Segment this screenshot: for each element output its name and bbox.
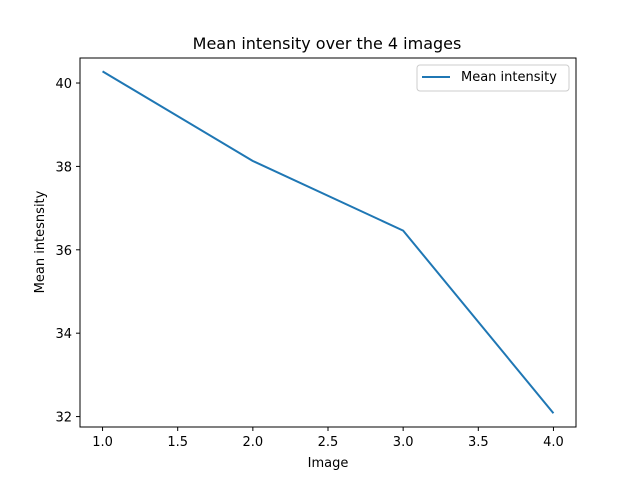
y-axis-ticks: 32 34 36 38 40 [55, 77, 80, 426]
plot-area [80, 58, 576, 427]
legend-label-mean-intensity: Mean intensity [461, 70, 557, 85]
legend: Mean intensity [416, 64, 570, 92]
x-tick-label: 2.0 [243, 435, 264, 450]
plot-frame [79, 57, 577, 428]
y-tick-label: 32 [55, 411, 72, 426]
x-tick-label: 3.0 [393, 435, 414, 450]
x-tick-label: 1.5 [167, 435, 188, 450]
x-tick-label: 2.5 [318, 435, 339, 450]
x-axis-label: Image [308, 456, 349, 471]
legend-box [416, 64, 570, 92]
x-axis-ticks: 1.0 1.5 2.0 2.5 3.0 3.5 4.0 [92, 427, 564, 450]
series-layer [102, 70, 555, 414]
y-tick-label: 40 [55, 77, 72, 92]
chart-title: Mean intensity over the 4 images [193, 34, 462, 53]
y-axis-label: Mean intesnsity [33, 190, 48, 293]
series-line-mean-intensity [102, 70, 555, 414]
x-tick-label: 4.0 [543, 435, 564, 450]
x-tick-label: 1.0 [92, 435, 113, 450]
y-tick-label: 34 [55, 327, 72, 342]
x-tick-label: 3.5 [468, 435, 489, 450]
y-tick-label: 38 [55, 160, 72, 175]
y-tick-label: 36 [55, 244, 72, 259]
